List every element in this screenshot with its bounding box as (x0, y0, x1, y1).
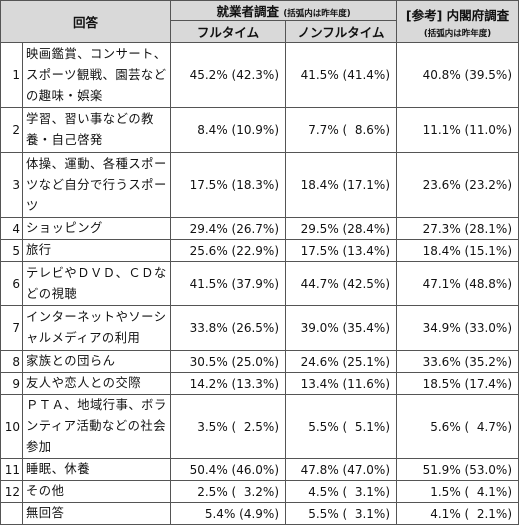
ref-value: 23.6% (23.2%) (396, 152, 519, 218)
row-label: テレビやＤＶＤ、ＣＤなどの視聴 (21, 261, 172, 306)
nonfulltime-value: 29.5% (28.4%) (285, 217, 398, 240)
fulltime-header: フルタイム (170, 20, 287, 43)
table-row: 4 ショッピング 29.4% (26.7%) 29.5% (28.4%) 27.3% (… (0, 217, 519, 240)
table-row: 8 家族との団らん 30.5% (25.0%) 24.6% (25.1%) 33.6% … (0, 350, 519, 373)
fulltime-value: 45.2% (42.3%) (170, 42, 287, 108)
row-label: 体操、運動、各種スポーツなど自分で行うスポーツ (21, 152, 172, 218)
nonfulltime-value: 5.5% ( 5.1%) (285, 394, 398, 459)
row-label: 友人や恋人との交際 (21, 372, 172, 395)
ref-value: 18.4% (15.1%) (396, 239, 519, 262)
fulltime-value: 33.8% (26.5%) (170, 305, 287, 351)
fulltime-value: 29.4% (26.7%) (170, 217, 287, 240)
row-number: 12 (0, 480, 23, 503)
table-row: 12 その他 2.5% ( 3.2%) 4.5% ( 3.1%) 1.5% ( 4.1%… (0, 480, 519, 503)
nonfulltime-value: 44.7% (42.5%) (285, 261, 398, 306)
table-row: 5 旅行 25.6% (22.9%) 17.5% (13.4%) 18.4% (15.1… (0, 239, 519, 262)
nonfulltime-value: 47.8% (47.0%) (285, 458, 398, 481)
row-label: インターネットやソーシャルメディアの利用 (21, 305, 172, 351)
table-row: 6 テレビやＤＶＤ、ＣＤなどの視聴 41.5% (37.9%) 44.7% (42.5… (0, 261, 519, 306)
row-label: その他 (21, 480, 172, 503)
ref-value: 4.1% ( 2.1%) (396, 502, 519, 525)
fulltime-value: 2.5% ( 3.2%) (170, 480, 287, 503)
row-number: 11 (0, 458, 23, 481)
nonfulltime-value: 17.5% (13.4%) (285, 239, 398, 262)
row-number: 9 (0, 372, 23, 395)
table-row: 無回答 5.4% (4.9%) 5.5% ( 3.1%) 4.1% ( 2.1%) (0, 502, 519, 525)
nonfulltime-value: 39.0% (35.4%) (285, 305, 398, 351)
ref-value: 51.9% (53.0%) (396, 458, 519, 481)
row-label: 映画鑑賞、コンサート、スポーツ観戦、園芸などの趣味・娯楽 (21, 42, 172, 108)
table-row: 3 体操、運動、各種スポーツなど自分で行うスポーツ 17.5% (18.3%) 18.… (0, 152, 519, 218)
fulltime-value: 25.6% (22.9%) (170, 239, 287, 262)
table-row: 2 学習、習い事などの教養・自己啓発 8.4% (10.9%) 7.7% ( 8.6%… (0, 107, 519, 153)
ref-value: 1.5% ( 4.1%) (396, 480, 519, 503)
ref-value: 5.6% ( 4.7%) (396, 394, 519, 459)
row-number: 5 (0, 239, 23, 262)
table-body: 1 映画鑑賞、コンサート、スポーツ観戦、園芸などの趣味・娯楽 45.2% (42.3… (0, 42, 519, 525)
table-row: 7 インターネットやソーシャルメディアの利用 33.8% (26.5%) 39.0% … (0, 305, 519, 351)
nonfulltime-header: ノンフルタイム (285, 20, 398, 43)
ref-value: 27.3% (28.1%) (396, 217, 519, 240)
ref-value: 11.1% (11.0%) (396, 107, 519, 153)
survey-title: 就業者調査 (216, 4, 279, 19)
fulltime-value: 30.5% (25.0%) (170, 350, 287, 373)
row-number: 4 (0, 217, 23, 240)
row-number: 7 (0, 305, 23, 351)
ref-value: 34.9% (33.0%) (396, 305, 519, 351)
row-label: 旅行 (21, 239, 172, 262)
fulltime-value: 14.2% (13.3%) (170, 372, 287, 395)
row-label: ＰＴＡ、地域行事、ボランティア活動などの社会参加 (21, 394, 172, 459)
nonfulltime-value: 4.5% ( 3.1%) (285, 480, 398, 503)
ref-note: (括弧内は昨年度) (423, 28, 492, 39)
ref-value: 33.6% (35.2%) (396, 350, 519, 373)
answer-header: 回答 (0, 0, 172, 43)
row-number: 3 (0, 152, 23, 218)
row-number: 6 (0, 261, 23, 306)
table-row: 11 睡眠、休養 50.4% (46.0%) 47.8% (47.0%) 51.9% (… (0, 458, 519, 481)
row-number: 10 (0, 394, 23, 459)
ref-value: 47.1% (48.8%) (396, 261, 519, 306)
row-label: 学習、習い事などの教養・自己啓発 (21, 107, 172, 153)
ref-value: 40.8% (39.5%) (396, 42, 519, 108)
row-number: 1 (0, 42, 23, 108)
nonfulltime-value: 41.5% (41.4%) (285, 42, 398, 108)
survey-note: (括弧内は昨年度) (283, 9, 351, 19)
fulltime-value: 17.5% (18.3%) (170, 152, 287, 218)
nonfulltime-value: 24.6% (25.1%) (285, 350, 398, 373)
survey-header: 就業者調査 (括弧内は昨年度) (170, 0, 398, 21)
row-number: 8 (0, 350, 23, 373)
fulltime-value: 8.4% (10.9%) (170, 107, 287, 153)
row-label: 家族との団らん (21, 350, 172, 373)
ref-header: [参考] 内閣府調査 (括弧内は昨年度) (396, 0, 519, 43)
fulltime-value: 5.4% (4.9%) (170, 502, 287, 525)
table-row: 9 友人や恋人との交際 14.2% (13.3%) 13.4% (11.6%) 18.5… (0, 372, 519, 395)
row-label: 睡眠、休養 (21, 458, 172, 481)
row-label: 無回答 (21, 502, 172, 525)
row-number (0, 502, 23, 525)
nonfulltime-value: 13.4% (11.6%) (285, 372, 398, 395)
nonfulltime-value: 7.7% ( 8.6%) (285, 107, 398, 153)
nonfulltime-value: 18.4% (17.1%) (285, 152, 398, 218)
row-number: 2 (0, 107, 23, 153)
fulltime-value: 3.5% ( 2.5%) (170, 394, 287, 459)
fulltime-value: 41.5% (37.9%) (170, 261, 287, 306)
row-label: ショッピング (21, 217, 172, 240)
ref-title: [参考] 内閣府調査 (405, 7, 510, 23)
nonfulltime-value: 5.5% ( 3.1%) (285, 502, 398, 525)
fulltime-value: 50.4% (46.0%) (170, 458, 287, 481)
table-row: 1 映画鑑賞、コンサート、スポーツ観戦、園芸などの趣味・娯楽 45.2% (42.3… (0, 42, 519, 108)
table-row: 10 ＰＴＡ、地域行事、ボランティア活動などの社会参加 3.5% ( 2.5%) 5.… (0, 394, 519, 459)
ref-value: 18.5% (17.4%) (396, 372, 519, 395)
